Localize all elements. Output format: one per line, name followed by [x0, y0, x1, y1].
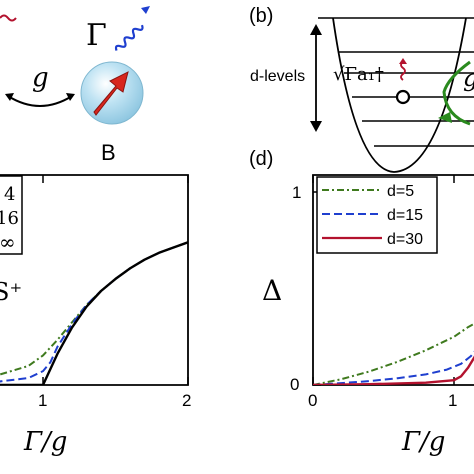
coupling-g-label: g: [32, 63, 49, 93]
panel-d-legend: d=5 d=15 d=30: [316, 176, 438, 254]
panel-c-legend-4: 4: [4, 184, 15, 205]
levels-bracket-head-top: [310, 24, 322, 35]
operator-label: √Γa₁†: [333, 64, 384, 85]
panel-d: (d) d=5 d=15 d=30 Δ 0 1 0 1 Γ/g: [249, 148, 474, 457]
panel-d-ytick-0: 0: [290, 375, 299, 394]
panel-c-ticks: [42, 175, 189, 385]
panel-c-legend-box: [0, 175, 23, 255]
coupling-arrowhead-right: [66, 93, 75, 101]
panel-d-label: (d): [249, 148, 273, 170]
panel-d-series-2: [313, 355, 474, 385]
emission-arrowhead: [141, 6, 150, 14]
panel-b-label: (b): [249, 5, 273, 27]
panel-d-series-0: [313, 322, 474, 385]
panel-c-xtick-2: 2: [182, 391, 191, 410]
panel-d-legend-d15: d=15: [387, 207, 423, 224]
panel-d-xtick-0: 0: [308, 391, 317, 410]
panel-c-legend-16: 16: [0, 208, 19, 229]
panel-b-g-label: g: [463, 64, 474, 92]
panel-c-legend: 4 16 ∞: [0, 175, 23, 255]
panel-c: 4 16 ∞ S⁺ 1 2 Γ/g: [0, 174, 191, 457]
panel-b: (b) d-levels √Γa₁† g: [249, 5, 474, 173]
panel-d-xlabel: Γ/g: [401, 427, 445, 457]
decay-arrowhead: [399, 58, 407, 64]
schematic-atom: Γ g B: [0, 6, 150, 165]
panel-c-xlabel: Γ/g: [23, 427, 67, 457]
spin-B-label: B: [101, 140, 116, 165]
panel-d-legend-d5: d=5: [387, 183, 414, 200]
panel-d-ylabel: Δ: [262, 274, 282, 307]
panel-c-series-1: [0, 241, 188, 383]
panel-c-lines: [0, 241, 188, 385]
panel-c-series-0: [0, 241, 188, 376]
levels-label: d-levels: [250, 68, 305, 85]
coupling-arc-head: [438, 112, 452, 123]
panel-d-ytick-1: 1: [292, 183, 301, 202]
coupling-arrowhead-left: [5, 93, 14, 101]
panel-d-xtick-1: 1: [448, 391, 457, 410]
emission-wave-partial: [0, 14, 17, 22]
panel-c-xtick-1: 1: [38, 391, 47, 410]
levels-bracket-head-bottom: [310, 121, 322, 132]
coupling-arc-green: [442, 60, 471, 126]
panel-d-axes: [312, 174, 474, 386]
coupling-double-arrow: [7, 95, 73, 107]
spin-arrow: [93, 71, 129, 116]
photon-state: [395, 89, 411, 105]
panel-d-legend-d30: d=30: [387, 231, 423, 248]
gamma-label: Γ: [86, 18, 107, 53]
panel-d-lines: [313, 322, 474, 385]
panel-c-axes: [0, 174, 189, 386]
panel-d-series-1: [313, 350, 474, 385]
panel-c-annotation: S⁺: [0, 278, 22, 306]
panel-c-legend-inf: ∞: [0, 230, 16, 254]
emission-wave: [114, 24, 144, 51]
decay-wave: [400, 61, 406, 81]
panel-c-series-2: [0, 241, 188, 385]
